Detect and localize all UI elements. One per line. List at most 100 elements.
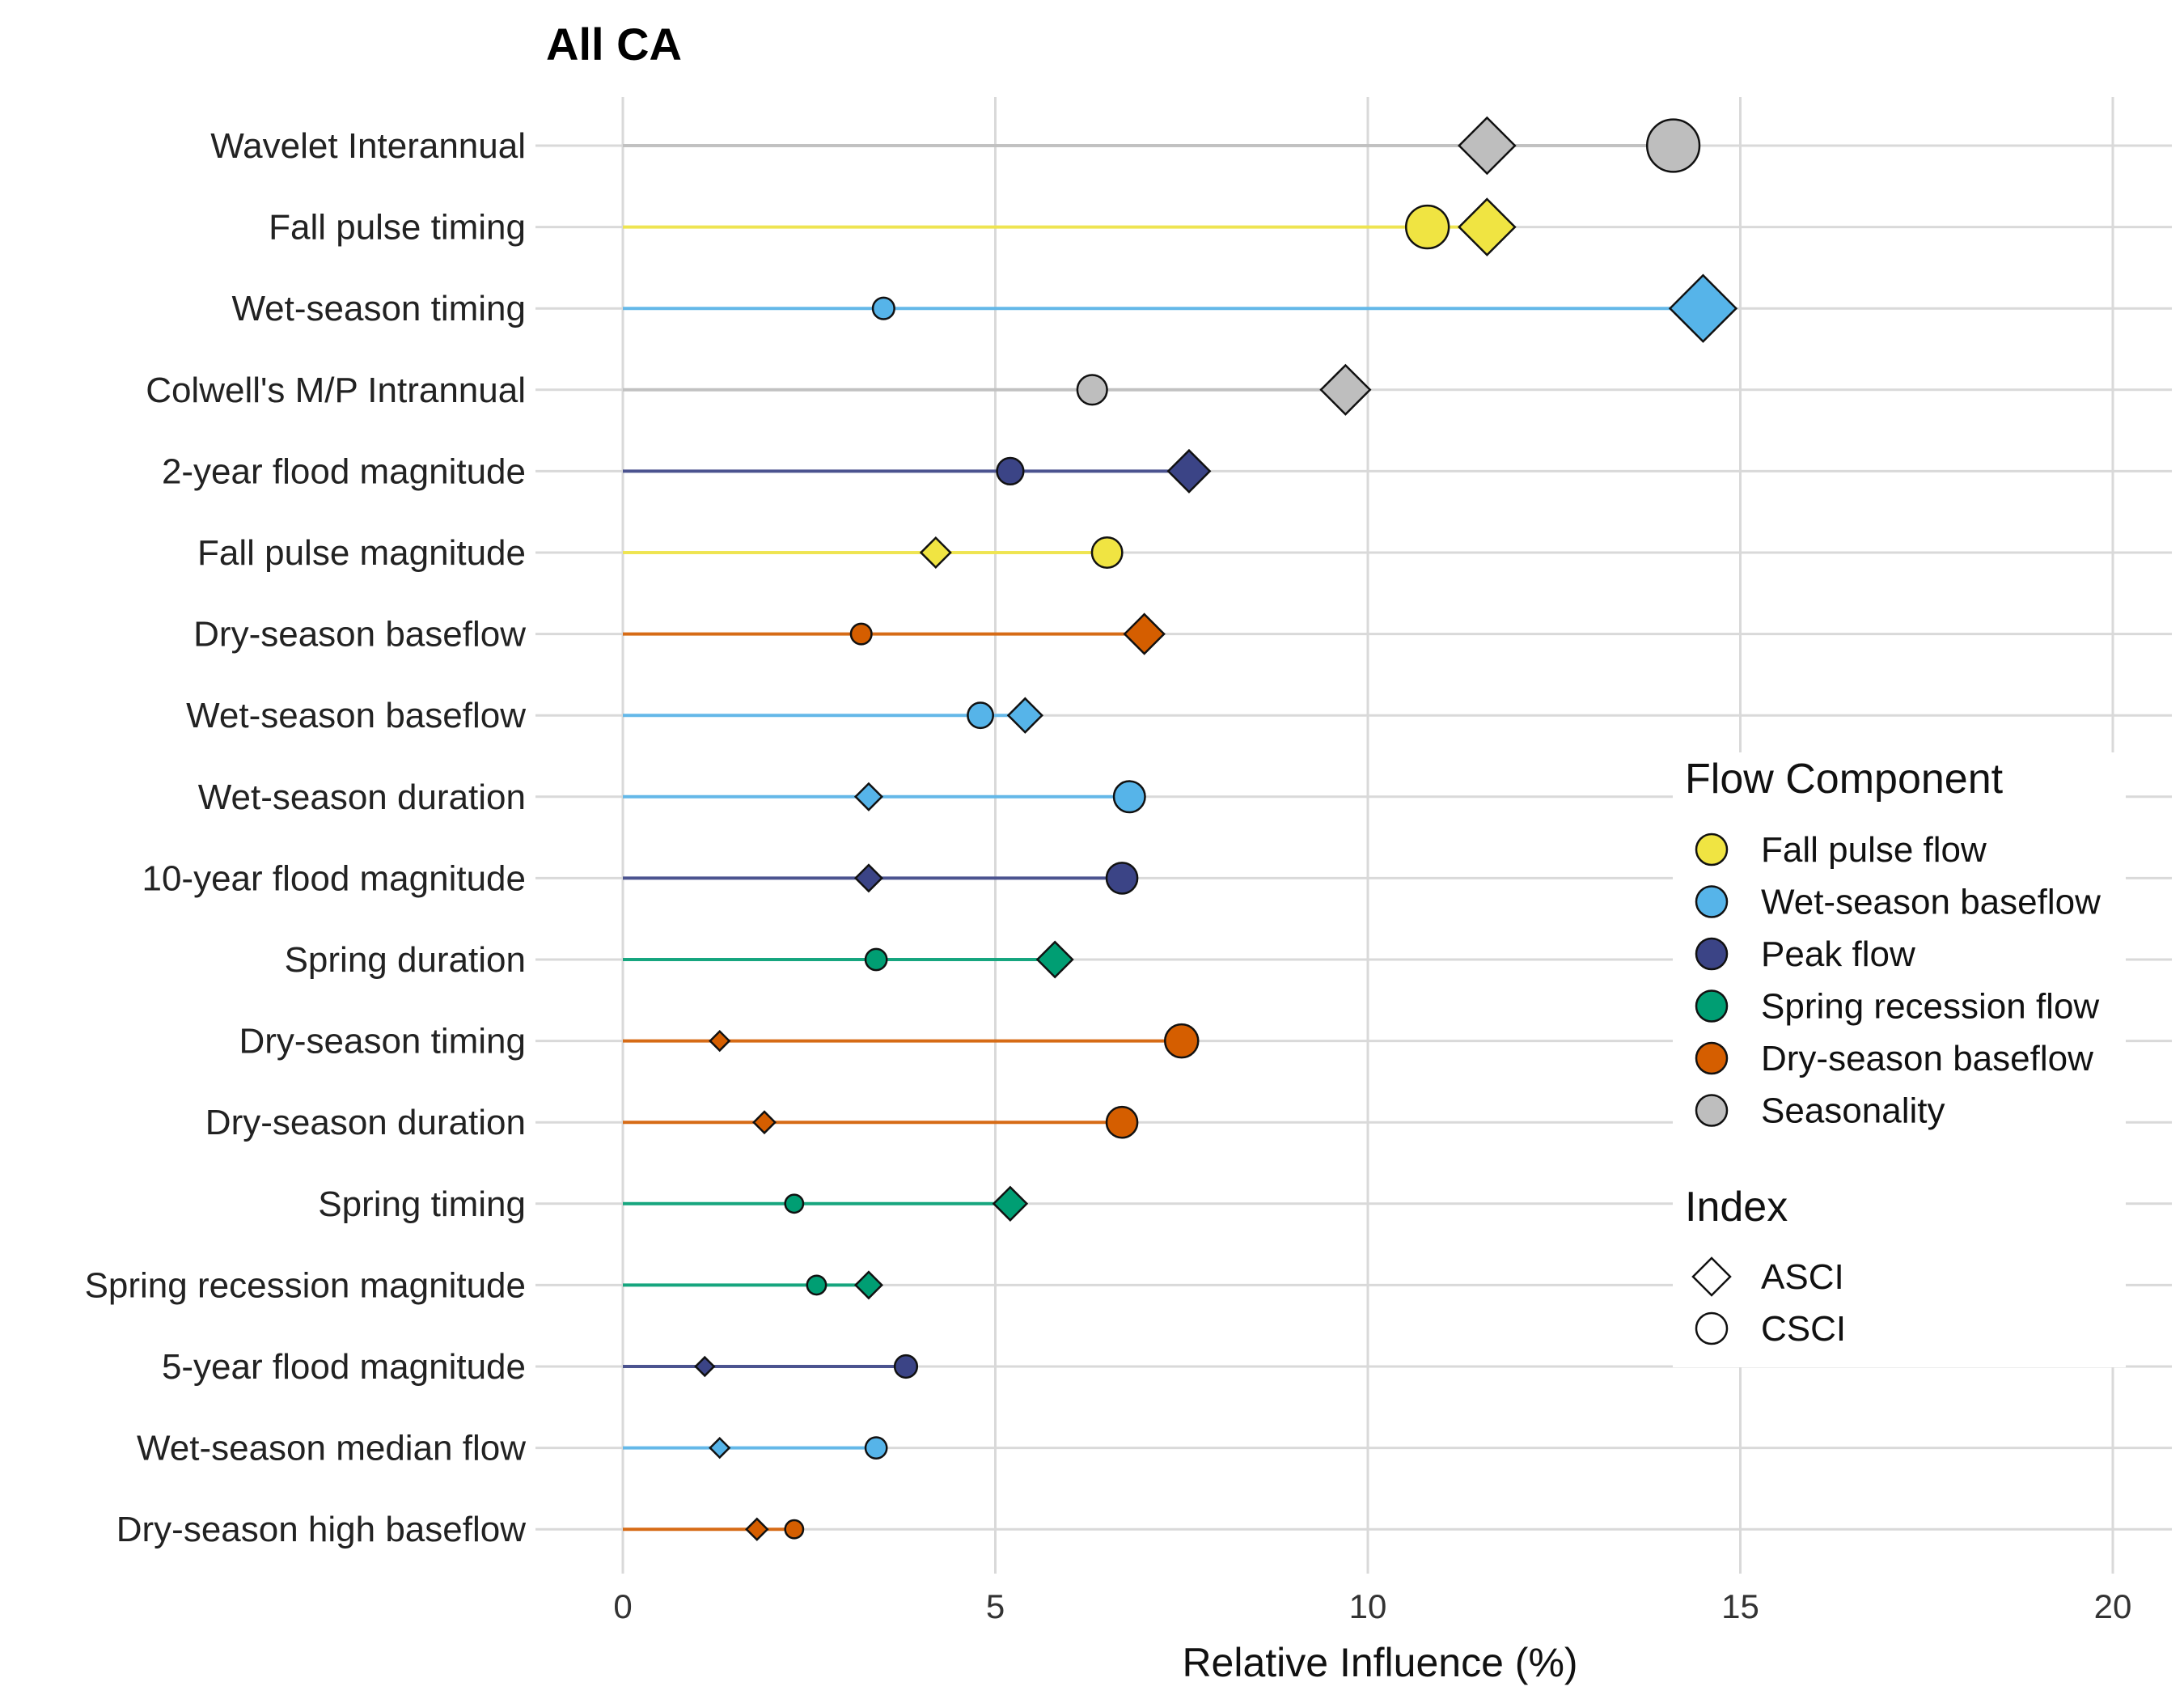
legend-swatch	[1695, 989, 1729, 1023]
category-label: Spring recession magnitude	[85, 1265, 526, 1305]
legend-swatch	[1695, 1041, 1729, 1075]
legend-item-seasonality: Seasonality	[1695, 1091, 1945, 1131]
legend-label: Wet-season baseflow	[1761, 883, 2101, 922]
category-label: Dry-season duration	[205, 1103, 526, 1142]
row-wet-season-baseflow: Wet-season baseflow	[186, 696, 2172, 735]
csci-point	[784, 1519, 805, 1540]
category-label: Wet-season timing	[231, 289, 526, 328]
asci-point	[745, 1517, 769, 1541]
asci-point	[992, 1185, 1029, 1222]
legend-item-csci: CSCI	[1695, 1309, 1846, 1349]
asci-point	[1458, 116, 1517, 176]
legend-item-asci: ASCI	[1691, 1256, 1844, 1297]
category-label: Dry-season timing	[239, 1022, 526, 1061]
legend-label: Dry-season baseflow	[1761, 1039, 2093, 1078]
x-tick-label-10: 10	[1349, 1587, 1387, 1625]
row-wet-season-timing: Wet-season timing	[231, 273, 2172, 343]
row-fall-pulse-magnitude: Fall pulse magnitude	[197, 533, 2172, 573]
legend-swatch	[1695, 885, 1729, 918]
row-10-year-flood-magnitude: 10-year flood magnitude	[142, 858, 2172, 898]
asci-point	[1319, 363, 1372, 416]
csci-point	[871, 296, 895, 320]
row-dry-season-duration: Dry-season duration	[205, 1103, 2172, 1142]
asci-point	[853, 782, 883, 811]
row-colwell-s-m-p-intrannual: Colwell's M/P Intrannual	[146, 363, 2172, 416]
category-label: Colwell's M/P Intrannual	[146, 371, 526, 410]
asci-point	[694, 1355, 716, 1378]
category-label: Spring timing	[318, 1184, 526, 1224]
x-axis-title: Relative Influence (%)	[1182, 1640, 1577, 1685]
legend-title-index: Index	[1685, 1184, 1788, 1231]
asci-point	[1668, 273, 1738, 343]
legend-label: CSCI	[1761, 1309, 1846, 1349]
row-fall-pulse-timing: Fall pulse timing	[269, 197, 2172, 256]
legend-item-spring-recession-flow: Spring recession flow	[1695, 987, 2099, 1027]
csci-point	[893, 1354, 919, 1379]
legend-swatch	[1695, 1094, 1729, 1127]
csci-point	[864, 1436, 888, 1460]
csci-point	[1645, 118, 1701, 173]
row-wet-season-median-flow: Wet-season median flow	[137, 1429, 2172, 1468]
legend: Flow Component Fall pulse flow Wet-season …	[1673, 752, 2126, 1367]
category-label: Spring duration	[285, 940, 526, 980]
row-2-year-flood-magnitude: 2-year flood magnitude	[162, 448, 2172, 494]
category-label: Dry-season high baseflow	[116, 1510, 526, 1549]
circle-icon	[1695, 1311, 1729, 1345]
csci-point	[1164, 1023, 1200, 1059]
row-dry-season-baseflow: Dry-season baseflow	[193, 612, 2172, 655]
asci-point	[1123, 612, 1166, 655]
asci-point	[853, 863, 883, 893]
x-tick-label-0: 0	[613, 1587, 632, 1625]
asci-point	[1035, 940, 1074, 979]
asci-point	[752, 1110, 777, 1135]
legend-label: ASCI	[1761, 1257, 1844, 1297]
legend-item-peak-flow: Peak flow	[1695, 934, 1915, 974]
x-tick-label-20: 20	[2094, 1587, 2132, 1625]
category-label: Wet-season median flow	[137, 1429, 526, 1468]
asci-point	[709, 1436, 731, 1460]
diamond-icon	[1691, 1256, 1732, 1297]
csci-point	[1090, 536, 1124, 569]
csci-point	[1076, 374, 1108, 406]
legend-item-dry-season-baseflow: Dry-season baseflow	[1695, 1039, 2093, 1078]
legend-label: Seasonality	[1761, 1091, 1945, 1131]
row-wavelet-interannual: Wavelet Interannual	[210, 116, 2172, 176]
legend-label: Peak flow	[1761, 934, 1915, 974]
category-label: Wet-season baseflow	[186, 696, 526, 735]
csci-point	[1105, 1105, 1139, 1139]
csci-point	[1404, 204, 1450, 250]
category-label: Fall pulse magnitude	[197, 533, 526, 573]
legend-item-wet-season-baseflow: Wet-season baseflow	[1695, 883, 2101, 922]
legend-background	[1673, 752, 2126, 1367]
x-tick-label-5: 5	[986, 1587, 1005, 1625]
chart-title: All CA	[546, 19, 682, 70]
x-axis: 0 5 10 15 20	[613, 1587, 2131, 1625]
legend-swatch	[1695, 937, 1729, 971]
asci-point	[1166, 448, 1212, 494]
csci-point	[967, 701, 994, 730]
row-dry-season-high-baseflow: Dry-season high baseflow	[116, 1510, 2172, 1549]
legend-label: Spring recession flow	[1761, 987, 2099, 1027]
legend-swatch	[1695, 833, 1729, 866]
asci-point	[919, 536, 952, 570]
csci-point	[996, 456, 1025, 486]
asci-point	[1458, 197, 1517, 256]
category-label: 2-year flood magnitude	[162, 451, 526, 491]
category-label: Wet-season duration	[198, 777, 526, 817]
category-label: Dry-season baseflow	[193, 615, 526, 655]
category-label: 5-year flood magnitude	[162, 1347, 526, 1387]
row-spring-recession-magnitude: Spring recession magnitude	[85, 1265, 2172, 1305]
csci-point	[1105, 862, 1139, 895]
legend-title-component: Flow Component	[1685, 756, 2004, 803]
csci-point	[1112, 780, 1146, 814]
csci-point	[806, 1274, 827, 1296]
category-label: Wavelet Interannual	[210, 126, 526, 166]
category-label: Fall pulse timing	[269, 208, 526, 248]
asci-point	[709, 1029, 731, 1053]
legend-label: Fall pulse flow	[1761, 830, 1987, 870]
asci-point	[1006, 697, 1043, 734]
csci-point	[849, 622, 873, 646]
asci-point	[853, 1270, 883, 1300]
legend-item-fall-pulse-flow: Fall pulse flow	[1695, 830, 1987, 870]
